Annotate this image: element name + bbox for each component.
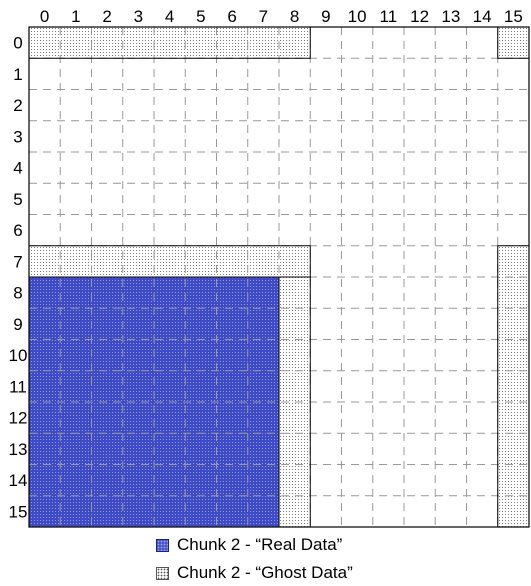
- column-label-1: 1: [71, 7, 80, 26]
- ghost-data-region-2: [497, 27, 529, 59]
- column-label-12: 12: [410, 7, 429, 26]
- row-label-8: 8: [13, 284, 22, 303]
- region-borders: [28, 26, 530, 528]
- row-label-0: 0: [13, 34, 22, 53]
- column-label-14: 14: [473, 7, 492, 26]
- row-label-7: 7: [13, 252, 22, 271]
- ghost-data-region-4: [497, 245, 529, 527]
- column-label-4: 4: [165, 7, 174, 26]
- row-label-10: 10: [9, 346, 28, 365]
- legend-ghost-label: Chunk 2 - “Ghost Data”: [177, 563, 353, 582]
- column-label-5: 5: [196, 7, 205, 26]
- grid-outer-border: [28, 26, 530, 528]
- row-label-11: 11: [9, 377, 27, 396]
- column-label-3: 3: [134, 7, 143, 26]
- row-label-12: 12: [9, 409, 28, 428]
- column-labels: 0 1 2 3 4 5 6 7 8 9 10 11 12 13 14 15: [40, 7, 523, 26]
- row-label-14: 14: [9, 471, 28, 490]
- column-label-10: 10: [348, 7, 367, 26]
- row-label-3: 3: [13, 127, 22, 146]
- row-label-4: 4: [13, 159, 22, 178]
- column-label-15: 15: [504, 7, 523, 26]
- legend-ghost-data: Chunk 2 - “Ghost Data”: [156, 563, 353, 583]
- real-data-region: [29, 277, 279, 527]
- column-label-13: 13: [441, 7, 460, 26]
- row-label-9: 9: [13, 315, 22, 334]
- column-label-8: 8: [290, 7, 299, 26]
- column-label-6: 6: [227, 7, 236, 26]
- row-label-6: 6: [13, 221, 22, 240]
- column-label-0: 0: [40, 7, 49, 26]
- real-data-swatch: [156, 538, 169, 552]
- row-label-5: 5: [13, 190, 22, 209]
- column-label-7: 7: [259, 7, 268, 26]
- legend-real-data: Chunk 2 - “Real Data”: [156, 535, 342, 555]
- column-label-9: 9: [321, 7, 330, 26]
- row-label-13: 13: [9, 440, 28, 459]
- column-label-11: 11: [380, 7, 398, 26]
- column-label-2: 2: [102, 7, 111, 26]
- row-label-15: 15: [9, 502, 28, 521]
- ghost-data-region-3: [29, 245, 311, 277]
- row-label-1: 1: [13, 65, 22, 84]
- ghost-data-swatch: [156, 566, 169, 580]
- row-label-2: 2: [13, 96, 22, 115]
- ghost-data-region-1: [29, 27, 311, 59]
- legend-real-label: Chunk 2 - “Real Data”: [177, 535, 343, 554]
